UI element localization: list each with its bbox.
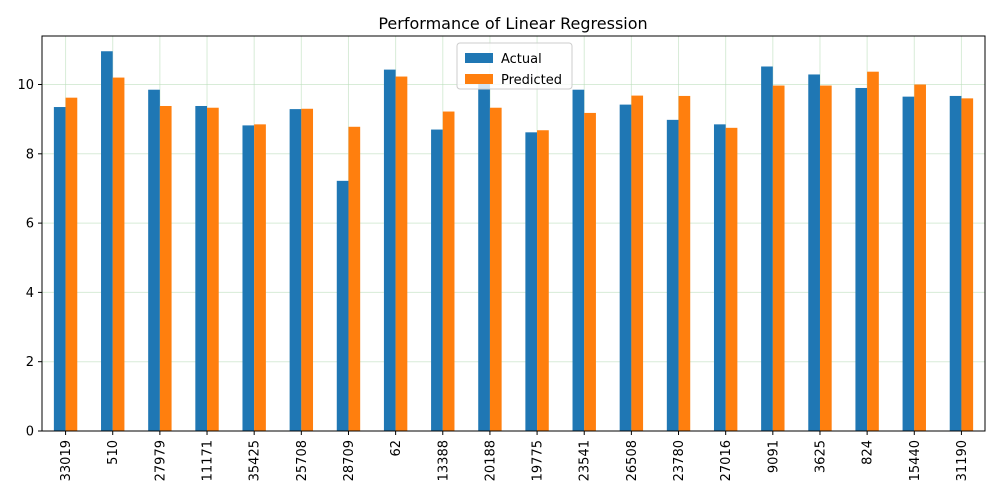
x-tick-label: 27016	[719, 440, 734, 481]
bar-actual-62	[383, 69, 396, 431]
bar-predicted-25708	[301, 108, 314, 432]
bar-actual-20188	[478, 77, 490, 431]
legend-swatch-predicted	[465, 74, 493, 84]
plot-frame	[41, 35, 986, 432]
bar-predicted-23780	[678, 95, 691, 431]
bar-actual-26508	[619, 104, 632, 432]
bar-actual-3625	[808, 74, 820, 432]
y-tick-label: 6	[26, 217, 34, 232]
bar-predicted-23541	[584, 112, 596, 431]
bar-actual-35425	[242, 125, 255, 431]
bar-predicted-62	[395, 76, 408, 431]
bar-actual-15440	[902, 96, 915, 432]
x-tick-label: 15440	[908, 440, 923, 481]
y-tick-label: 10	[17, 78, 34, 93]
bars	[53, 51, 974, 432]
tick-labels: 0 2 4 6 8 10 33019 510 27979 11171 35425 25708 28709…	[17, 78, 969, 481]
bar-predicted-27979	[159, 105, 172, 432]
bar-actual-23780	[666, 119, 679, 431]
x-tick-label: 3625	[813, 440, 828, 473]
bar-actual-9091	[761, 66, 773, 432]
bar-predicted-33019	[65, 97, 78, 431]
axes	[41, 35, 986, 432]
bar-actual-19775	[525, 132, 538, 431]
x-tick-label: 23780	[672, 440, 687, 481]
bar-actual-31190	[949, 95, 962, 431]
x-tick-label: 9091	[766, 440, 781, 473]
x-tick-label: 62	[389, 440, 404, 457]
y-tick-label: 8	[26, 147, 34, 162]
bar-actual-27016	[713, 124, 726, 432]
bar-actual-28709	[336, 180, 349, 431]
bar-predicted-26508	[631, 95, 644, 431]
y-tick-label: 2	[26, 355, 34, 370]
x-tick-label: 20188	[483, 440, 498, 481]
x-tick-label: 27979	[153, 440, 168, 481]
legend-label-actual: Actual	[501, 52, 542, 67]
bar-predicted-35425	[254, 124, 266, 432]
x-tick-label: 824	[861, 440, 876, 465]
bar-predicted-28709	[348, 126, 361, 431]
bar-actual-13388	[431, 129, 443, 432]
y-tick-label: 0	[26, 425, 34, 440]
legend-label-predicted: Predicted	[501, 73, 562, 88]
bar-predicted-13388	[442, 111, 455, 431]
y-tick-label: 4	[26, 286, 34, 301]
x-tick-label: 28709	[342, 440, 357, 481]
chart-title: Performance of Linear Regression	[378, 14, 647, 33]
x-tick-label: 25708	[295, 440, 310, 481]
x-tick-label: 13388	[436, 440, 451, 481]
x-tick-label: 510	[106, 440, 121, 465]
bar-predicted-9091	[772, 85, 785, 431]
bar-predicted-510	[112, 77, 125, 431]
grid-lines	[42, 36, 985, 432]
bar-actual-824	[855, 87, 868, 431]
legend-swatch-actual	[465, 53, 493, 63]
bar-predicted-15440	[914, 84, 926, 431]
x-tick-label: 33019	[59, 440, 74, 481]
legend: Actual Predicted	[456, 42, 573, 90]
bar-actual-25708	[289, 109, 302, 431]
bar-actual-33019	[53, 107, 66, 431]
bar-predicted-11171	[207, 107, 219, 431]
bar-predicted-19775	[537, 130, 549, 432]
x-tick-label: 11171	[201, 440, 216, 481]
bar-actual-23541	[572, 89, 585, 431]
bar-predicted-824	[867, 71, 879, 431]
x-tick-label: 19775	[531, 440, 546, 481]
bar-predicted-31190	[961, 98, 974, 432]
bar-actual-27979	[148, 89, 160, 431]
bar-actual-11171	[195, 105, 208, 432]
bar-predicted-20188	[489, 107, 502, 431]
bar-actual-510	[101, 51, 113, 432]
x-tick-label: 23541	[578, 440, 593, 481]
x-tick-label: 26508	[625, 440, 640, 481]
bar-predicted-3625	[819, 85, 832, 431]
x-tick-label: 35425	[248, 440, 263, 481]
x-tick-label: 31190	[955, 440, 970, 481]
bar-predicted-27016	[725, 127, 738, 431]
